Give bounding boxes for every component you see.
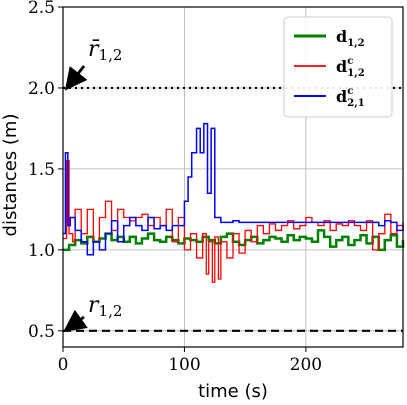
series-lines [63,122,405,283]
annotation-label: r1,2 [88,293,122,320]
x-tick-label: 200 [290,355,322,375]
x-axis-label: time (s) [198,381,268,402]
y-tick-label: 1.5 [28,160,55,180]
legend: d1,2dc 1,2dc 2,1 [283,16,393,118]
annotation-arrow [64,65,88,91]
y-tick-label: 0.5 [28,322,55,342]
annotation-label: r̄1,2 [88,37,122,64]
reference-lines [63,86,403,332]
reference-annotations: r̄1,2 r1,2 [63,37,122,332]
ticks: 0 100 200 0.5 1.0 1.5 2.0 2.5 [28,0,322,375]
y-tick-label: 2.0 [28,79,55,99]
legend-box [283,16,393,118]
y-tick-label: 2.5 [28,0,55,18]
x-tick-label: 100 [168,355,200,375]
series-line-2 [63,122,404,256]
y-axis-label: distances (m) [0,114,21,237]
annotation-arrow [63,309,88,332]
series-line-1 [63,160,404,283]
plot-frame [62,6,404,348]
y-tick-label: 1.0 [28,241,55,261]
x-tick-label: 0 [58,355,69,375]
